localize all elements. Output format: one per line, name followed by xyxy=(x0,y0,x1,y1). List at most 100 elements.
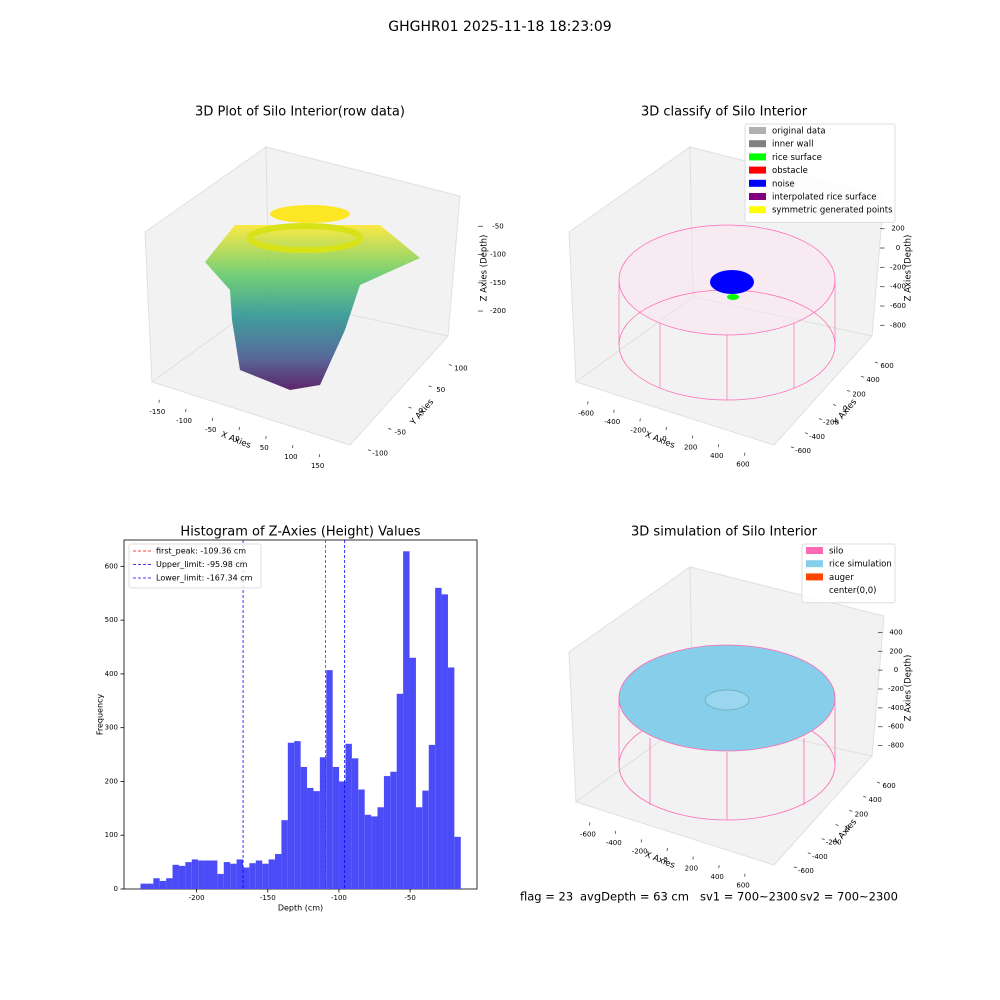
x-tick-label: 200 xyxy=(684,444,697,452)
y-tick-label: 400 xyxy=(869,796,882,804)
tick-mark xyxy=(185,408,187,412)
legend-swatch xyxy=(749,193,766,200)
bar xyxy=(230,863,237,889)
legend-label: interpolated rice surface xyxy=(772,193,877,203)
figure-title: GHGHR01 2025-11-18 18:23:09 xyxy=(388,19,611,35)
y-tick-label: 200 xyxy=(105,777,118,785)
z-tick-label: -50 xyxy=(492,222,503,230)
x-tick-label: -600 xyxy=(580,830,596,838)
tick-mark xyxy=(318,454,321,458)
bar xyxy=(345,743,352,889)
z-tick-label: -600 xyxy=(888,723,904,731)
bar xyxy=(217,873,224,889)
tick-mark xyxy=(639,418,641,422)
z-tick-label: -200 xyxy=(890,263,906,271)
legend-label: rice surface xyxy=(772,153,822,163)
legend-label: symmetric generated points xyxy=(772,206,893,216)
x-tick-label: -150 xyxy=(260,894,276,902)
chart-title: 3D Plot of Silo Interior(row data) xyxy=(195,105,405,120)
y-tick-label: 0 xyxy=(114,885,118,893)
z-axis-label: Z Axies (Depth) xyxy=(904,655,914,722)
tick-mark xyxy=(718,865,720,869)
bar xyxy=(351,758,359,889)
x-tick-label: -150 xyxy=(149,408,165,416)
z-tick-label: -200 xyxy=(490,307,506,315)
y-tick-label: -200 xyxy=(826,839,842,847)
legend-label: noise xyxy=(772,179,795,189)
bar xyxy=(268,859,276,889)
status-text: avgDepth = 63 cm xyxy=(580,890,689,904)
bar xyxy=(383,776,391,889)
tick-mark xyxy=(835,824,839,826)
z-tick-label: 200 xyxy=(889,647,902,655)
bar xyxy=(422,790,429,889)
z-tick-label: 0 xyxy=(894,666,898,674)
tick-mark xyxy=(613,409,615,413)
bar xyxy=(281,820,288,889)
x-tick-label: 600 xyxy=(736,461,749,469)
bar xyxy=(178,865,186,889)
tick-mark xyxy=(265,435,267,440)
bar xyxy=(364,814,372,889)
y-tick-label: 400 xyxy=(866,376,879,384)
tick-mark xyxy=(158,399,160,403)
bar xyxy=(409,657,416,889)
chart-title: 3D classify of Silo Interior xyxy=(641,105,808,120)
bar xyxy=(403,551,410,889)
bar xyxy=(300,766,308,889)
x-tick-label: -200 xyxy=(632,847,648,855)
chart-title: Histogram of Z-Axies (Height) Values xyxy=(180,525,420,540)
chart-title: 3D simulation of Silo Interior xyxy=(631,525,818,540)
x-tick-label: 400 xyxy=(711,873,724,881)
tick-mark xyxy=(692,856,694,860)
legend-swatch xyxy=(749,179,766,187)
y-tick-label: -600 xyxy=(798,867,814,875)
point-cloud xyxy=(205,205,420,390)
legend-swatch xyxy=(749,206,766,214)
tick-mark xyxy=(793,866,798,869)
legend-label: center(0,0) xyxy=(829,586,877,596)
y-tick-label: -100 xyxy=(372,450,388,458)
tick-mark xyxy=(640,839,643,843)
tick-mark xyxy=(292,445,294,449)
x-tick-label: -200 xyxy=(189,894,205,902)
tick-mark xyxy=(790,446,795,449)
z-tick-label: -400 xyxy=(888,704,904,712)
legend-label: first_peak: -109.36 cm xyxy=(156,547,246,556)
bar xyxy=(294,741,301,889)
bar xyxy=(146,883,154,889)
y-tick-label: -200 xyxy=(823,419,839,427)
status-text: sv2 = 700~2300 xyxy=(800,890,898,904)
z-tick-label: -800 xyxy=(888,742,904,750)
y-tick-label: 600 xyxy=(882,782,895,790)
y-tick-label: 100 xyxy=(454,365,467,373)
bar xyxy=(191,859,199,889)
y-tick-label: -50 xyxy=(395,428,406,436)
tick-mark xyxy=(744,873,746,877)
y-axis-label: Frequency xyxy=(96,694,105,736)
bar xyxy=(377,807,384,889)
y-tick-label: 0 xyxy=(418,407,422,415)
tick-mark xyxy=(587,401,589,405)
bar xyxy=(262,863,269,889)
bar xyxy=(159,880,167,889)
x-tick-label: -50 xyxy=(205,426,216,434)
noise-cluster xyxy=(710,270,754,300)
bar xyxy=(204,860,211,889)
bar xyxy=(435,587,442,889)
tick-mark xyxy=(428,385,432,388)
legend-swatch xyxy=(806,560,823,568)
legend-label: original data xyxy=(772,127,826,137)
legend-box xyxy=(128,543,262,589)
y-tick-label: 50 xyxy=(436,386,445,394)
x-tick-label: -600 xyxy=(578,409,594,417)
x-tick-label: -400 xyxy=(606,839,622,847)
x-tick-label: 200 xyxy=(685,865,698,873)
tick-mark xyxy=(211,417,214,422)
tick-mark xyxy=(666,847,668,852)
x-tick-label: 0 xyxy=(663,856,667,864)
z-tick-label: -200 xyxy=(888,685,904,693)
x-tick-label: 0 xyxy=(235,435,239,443)
x-axis-label: Depth (cm) xyxy=(278,904,323,913)
y-tick-label: 0 xyxy=(843,405,847,413)
